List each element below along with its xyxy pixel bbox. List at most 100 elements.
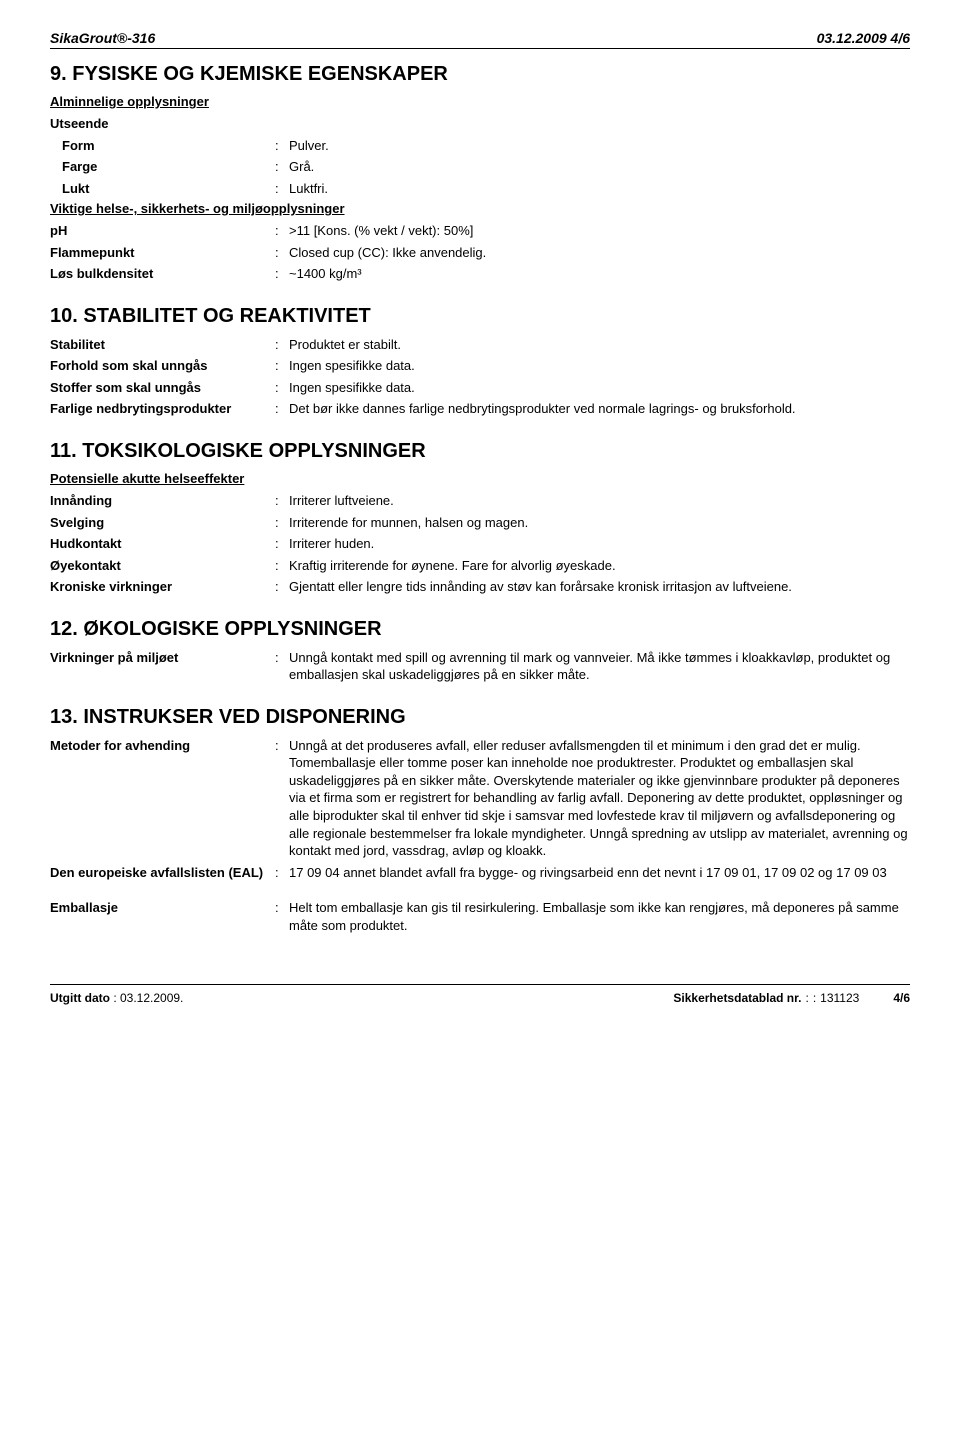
colon: : [275,899,289,934]
property-value: Closed cup (CC): Ikke anvendelig. [289,244,910,262]
footer-colon: : [805,991,808,1005]
property-row: Løs bulkdensitet:~1400 kg/m³ [50,265,910,283]
property-row: Den europeiske avfallslisten (EAL):17 09… [50,864,910,882]
colon: : [275,244,289,262]
section-title: 13. INSTRUKSER VED DISPONERING [50,706,910,729]
footer-left-value: 03.12.2009. [120,991,183,1005]
section-title: 10. STABILITET OG REAKTIVITET [50,305,910,328]
property-label: pH [50,222,275,240]
property-value: ~1400 kg/m³ [289,265,910,283]
colon: : [275,265,289,283]
property-label: Forhold som skal unngås [50,357,275,375]
colon: : [275,514,289,532]
property-value: Produktet er stabilt. [289,336,910,354]
section-title: 11. TOKSIKOLOGISKE OPPLYSNINGER [50,440,910,463]
footer-left: Utgitt dato : 03.12.2009. [50,991,183,1005]
footer-colon2: : [813,991,816,1005]
colon: : [275,649,289,684]
section: 13. INSTRUKSER VED DISPONERING Metoder fo… [50,706,910,934]
property-row: Stoffer som skal unngås:Ingen spesifikke… [50,379,910,397]
footer-left-label: Utgitt dato [50,991,110,1005]
property-value: Ingen spesifikke data. [289,379,910,397]
property-value: 17 09 04 annet blandet avfall fra bygge-… [289,864,910,882]
property-value: Irriterende for munnen, halsen og magen. [289,514,910,532]
property-value: Irriterer luftveiene. [289,492,910,510]
property-row: pH:>11 [Kons. (% vekt / vekt): 50%] [50,222,910,240]
footer-right-label: Sikkerhetsdatablad nr. [673,991,801,1005]
colon: : [275,379,289,397]
property-row: Virkninger på miljøet:Unngå kontakt med … [50,649,910,684]
property-row: Form:Pulver. [50,137,910,155]
property-label: Hudkontakt [50,535,275,553]
colon: : [275,535,289,553]
property-row: Kroniske virkninger:Gjentatt eller lengr… [50,578,910,596]
property-label: Form [50,137,275,155]
colon: : [275,336,289,354]
property-label: Emballasje [50,899,275,934]
subheading: Potensielle akutte helseeffekter [50,471,910,486]
footer-colon: : [113,991,120,1005]
page-footer: Utgitt dato : 03.12.2009. Sikkerhetsdata… [50,984,910,1005]
section: 11. TOKSIKOLOGISKE OPPLYSNINGER Potensiel… [50,440,910,596]
property-row: Emballasje:Helt tom emballasje kan gis t… [50,899,910,934]
property-value: Irriterer huden. [289,535,910,553]
sections-container: 9. FYSISKE OG KJEMISKE EGENSKAPER Alminne… [50,63,910,934]
property-label: Stoffer som skal unngås [50,379,275,397]
property-label: Den europeiske avfallslisten (EAL) [50,864,275,882]
footer-right: Sikkerhetsdatablad nr. : : 131123 4/6 [673,991,910,1005]
property-value: Gjentatt eller lengre tids innånding av … [289,578,910,596]
property-label: Utseende [50,115,275,133]
footer-right-value: 131123 [820,991,859,1005]
property-label: Flammepunkt [50,244,275,262]
property-label: Kroniske virkninger [50,578,275,596]
section-title: 9. FYSISKE OG KJEMISKE EGENSKAPER [50,63,910,86]
property-row: Innånding:Irriterer luftveiene. [50,492,910,510]
property-value: Kraftig irriterende for øynene. Fare for… [289,557,910,575]
colon: : [275,158,289,176]
section-title: 12. ØKOLOGISKE OPPLYSNINGER [50,618,910,641]
property-label: Lukt [50,180,275,198]
property-label: Øyekontakt [50,557,275,575]
colon: : [275,492,289,510]
property-row: Metoder for avhending:Unngå at det produ… [50,737,910,860]
property-label: Metoder for avhending [50,737,275,860]
property-label: Stabilitet [50,336,275,354]
subheading: Viktige helse-, sikkerhets- og miljøoppl… [50,201,910,216]
property-row: Farlige nedbrytingsprodukter:Det bør ikk… [50,400,910,418]
section: 9. FYSISKE OG KJEMISKE EGENSKAPER Alminne… [50,63,910,283]
property-row: Farge:Grå. [50,158,910,176]
property-row: Utseende [50,115,910,133]
colon: : [275,357,289,375]
property-row: Hudkontakt:Irriterer huden. [50,535,910,553]
property-label: Svelging [50,514,275,532]
property-label: Farge [50,158,275,176]
colon: : [275,737,289,860]
property-label: Innånding [50,492,275,510]
colon: : [275,180,289,198]
section: 10. STABILITET OG REAKTIVITET Stabilitet:… [50,305,910,418]
colon: : [275,864,289,882]
colon: : [275,578,289,596]
colon: : [275,222,289,240]
colon: : [275,400,289,418]
property-row: Øyekontakt:Kraftig irriterende for øynen… [50,557,910,575]
property-label: Farlige nedbrytingsprodukter [50,400,275,418]
property-row: Svelging:Irriterende for munnen, halsen … [50,514,910,532]
property-value: Luktfri. [289,180,910,198]
property-value: Pulver. [289,137,910,155]
property-row: Stabilitet:Produktet er stabilt. [50,336,910,354]
property-value: Helt tom emballasje kan gis til resirkul… [289,899,910,934]
section: 12. ØKOLOGISKE OPPLYSNINGER Virkninger på… [50,618,910,684]
header-product: SikaGrout®-316 [50,30,155,46]
property-value: Ingen spesifikke data. [289,357,910,375]
colon: : [275,137,289,155]
page-header: SikaGrout®-316 03.12.2009 4/6 [50,30,910,49]
footer-page: 4/6 [893,991,910,1005]
subheading: Alminnelige opplysninger [50,94,910,109]
property-label: Virkninger på miljøet [50,649,275,684]
property-value: Det bør ikke dannes farlige nedbrytingsp… [289,400,910,418]
property-row: Forhold som skal unngås:Ingen spesifikke… [50,357,910,375]
property-value: >11 [Kons. (% vekt / vekt): 50%] [289,222,910,240]
property-value: Unngå kontakt med spill og avrenning til… [289,649,910,684]
document-page: SikaGrout®-316 03.12.2009 4/6 9. FYSISKE… [0,0,960,1025]
